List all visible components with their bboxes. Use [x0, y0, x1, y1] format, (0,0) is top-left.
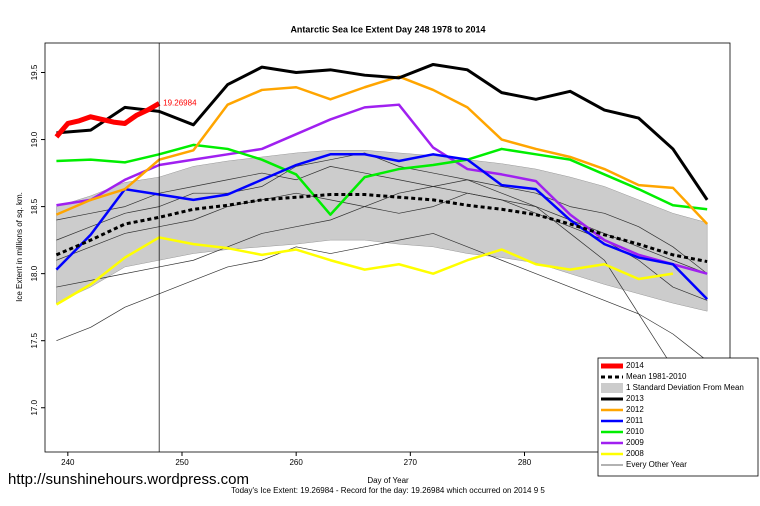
legend-label: Every Other Year	[626, 460, 687, 469]
y-axis-label: Ice Extent in millions of sq. km.	[15, 192, 24, 302]
value-label: 19.26984	[163, 98, 197, 107]
other-year-line	[56, 179, 708, 429]
legend-label: 1 Standard Deviation From Mean	[626, 383, 744, 392]
x-tick-label: 260	[289, 458, 303, 467]
y-tick-label: 18.5	[30, 198, 39, 214]
y-tick-label: 18.0	[30, 265, 39, 281]
x-tick-label: 280	[518, 458, 532, 467]
legend-label: 2012	[626, 405, 644, 414]
x-tick-label: 240	[61, 458, 75, 467]
plot-area	[54, 62, 709, 429]
x-axis-label: Day of Year	[367, 476, 409, 485]
other-year-line	[56, 166, 708, 301]
series-line	[56, 143, 708, 216]
legend-label: 2014	[626, 361, 644, 370]
y-tick-label: 17.0	[30, 399, 39, 415]
y-tick-label: 19.5	[30, 64, 39, 80]
plot-frame	[44, 42, 731, 453]
other-year-line	[56, 192, 708, 274]
legend-label: 2009	[626, 438, 644, 447]
series-line	[55, 75, 709, 225]
sd-band	[56, 150, 708, 312]
legend-label: Mean 1981-2010	[626, 372, 687, 381]
legend: 2014 Mean 1981-2010 1 Standard Deviation F…	[597, 357, 759, 477]
footer-note: Today's Ice Extent: 19.26984 - Record fo…	[231, 486, 545, 495]
legend-label: 2011	[626, 416, 644, 425]
y-tick-label: 19.0	[30, 131, 39, 147]
y-tick-label: 17.5	[30, 332, 39, 348]
legend-label: 2013	[626, 394, 644, 403]
legend-label: 2010	[626, 427, 644, 436]
series-line	[55, 193, 708, 264]
x-tick-label: 250	[175, 458, 189, 467]
series-line	[56, 62, 709, 201]
x-tick-label: 270	[404, 458, 418, 467]
series-line	[54, 101, 161, 139]
series-line	[55, 153, 709, 301]
chart-title: Antarctic Sea Ice Extent Day 248 1978 to…	[290, 24, 485, 34]
legend-swatch	[601, 383, 623, 393]
legend-label: 2008	[626, 449, 644, 458]
other-year-line	[56, 233, 708, 362]
series-line	[56, 103, 708, 275]
legend-box	[597, 357, 759, 477]
other-year-line	[56, 152, 708, 274]
source-url: http://sunshinehours.wordpress.com	[8, 471, 249, 488]
